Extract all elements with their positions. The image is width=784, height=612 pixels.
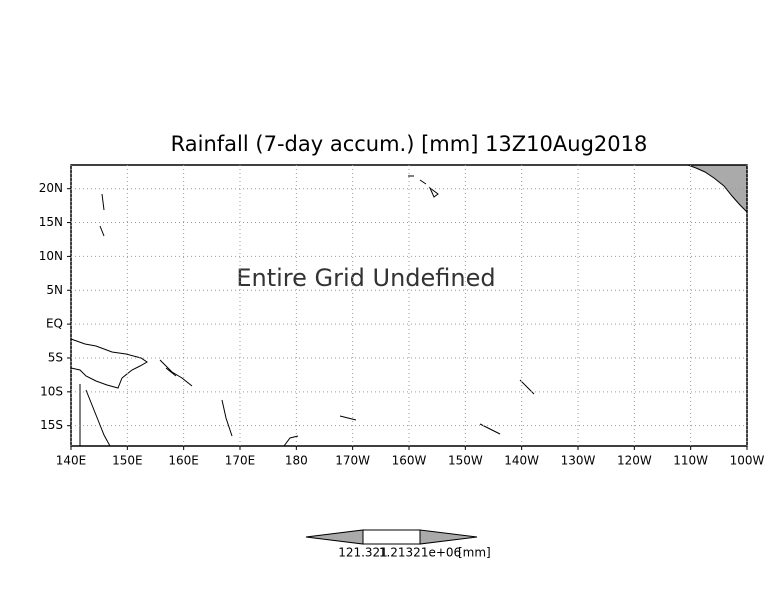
colorbar: 121.321 1.21321e+06 [mm] — [305, 529, 491, 560]
colorbar-label: 1.21321e+06 — [379, 546, 461, 560]
colorbar-label: 121.321 — [338, 546, 388, 560]
x-tick-label: 140W — [504, 454, 539, 468]
x-tick-label: 170W — [335, 454, 370, 468]
x-tick-label: 160E — [168, 454, 199, 468]
y-tick-label: 5S — [48, 350, 63, 364]
coastlines — [70, 164, 748, 447]
colorbar-unit: [mm] — [458, 546, 491, 560]
map-title: Rainfall (7-day accum.) [mm] 13Z10Aug201… — [171, 132, 648, 156]
x-tick-label: 100W — [730, 454, 765, 468]
colorbar-high — [419, 529, 478, 545]
x-tick-label: 130W — [561, 454, 596, 468]
colorbar-low — [305, 529, 364, 545]
y-tick-label: 5N — [46, 283, 63, 297]
y-tick-label: 20N — [39, 181, 63, 195]
y-tick-label: 10S — [40, 384, 63, 398]
land — [687, 164, 748, 214]
new-guinea — [70, 338, 148, 389]
x-tick-label: 150W — [448, 454, 483, 468]
x-tick-label: 110W — [673, 454, 708, 468]
y-tick-label: EQ — [46, 317, 63, 331]
y-tick-label: 15N — [39, 215, 63, 229]
x-tick-label: 150E — [112, 454, 143, 468]
x-tick-label: 140E — [56, 454, 87, 468]
x-tick-label: 180 — [285, 454, 308, 468]
annotation: Entire Grid Undefined — [236, 264, 495, 292]
y-tick-label: 10N — [39, 249, 63, 263]
colorbar-box — [362, 529, 421, 545]
islands — [221, 175, 439, 437]
y-tick-label: 15S — [40, 418, 63, 432]
x-tick-label: 170E — [225, 454, 256, 468]
australia — [79, 384, 111, 447]
islands — [99, 193, 535, 447]
x-tick-label: 120W — [617, 454, 652, 468]
solomon-islands — [159, 359, 193, 387]
x-tick-label: 160W — [392, 454, 427, 468]
